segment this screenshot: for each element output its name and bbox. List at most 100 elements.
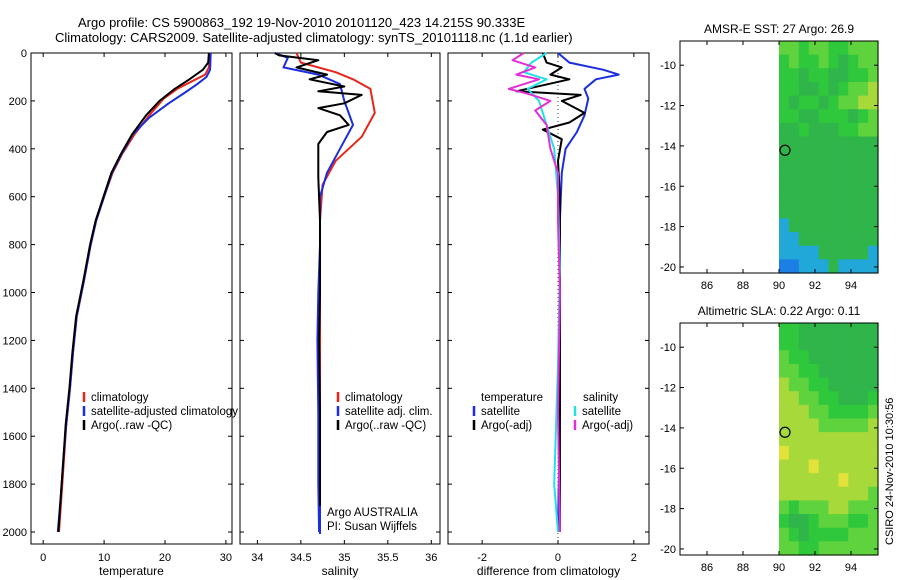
heatmap-cell	[828, 514, 839, 529]
heatmap-cell	[788, 177, 800, 192]
heatmap-cell	[828, 191, 839, 206]
heatmap-cell	[808, 150, 820, 165]
heatmap-cell	[808, 95, 820, 110]
heatmap-cell	[828, 245, 839, 260]
legend-sal-satellite: satellite	[582, 406, 621, 418]
heatmap-cell	[868, 136, 879, 151]
heatmap-cell	[828, 350, 839, 365]
plot-frame	[239, 52, 441, 545]
heatmap-cell	[828, 473, 839, 488]
heatmap-cell	[858, 541, 869, 556]
heatmap-cell	[798, 445, 810, 461]
heatmap-cell	[858, 177, 869, 192]
heatmap-cell	[818, 377, 830, 392]
heatmap-cell	[798, 350, 810, 365]
heatmap-cell	[788, 432, 800, 447]
heatmap-cell	[848, 150, 859, 165]
x-tick-label: 86	[701, 280, 713, 292]
heatmap-cell	[779, 218, 790, 233]
y-tick-label: 1800	[3, 479, 27, 491]
heatmap-cell	[788, 391, 800, 406]
heatmap-cell	[848, 95, 859, 110]
heatmap-cell	[808, 109, 820, 124]
heatmap-cell	[818, 232, 830, 247]
heatmap-cell	[858, 232, 869, 247]
heatmap-cell	[828, 41, 839, 56]
heatmap-cell	[818, 418, 830, 433]
heatmap-cell	[808, 323, 820, 338]
heatmap-cell	[848, 68, 859, 83]
heatmap-cell	[838, 527, 849, 542]
heatmap-cell	[808, 81, 820, 97]
heatmap-cell	[788, 41, 800, 56]
heatmap-cell	[808, 418, 820, 433]
heatmap-cell	[818, 259, 830, 274]
heatmap-cell	[779, 391, 790, 406]
heatmap-cell	[818, 109, 830, 124]
heatmap-cell	[808, 377, 820, 392]
heatmap-cell	[808, 54, 820, 69]
heatmap-cell	[818, 473, 830, 488]
heatmap-cell	[858, 204, 869, 220]
heatmap-cell	[838, 41, 849, 56]
heatmap-cell	[868, 486, 879, 502]
heatmap-cell	[838, 163, 849, 179]
heatmap-cell	[858, 514, 869, 529]
y-tick-label: -14	[660, 423, 676, 435]
heatmap-cell	[798, 245, 810, 260]
heatmap-cell	[868, 391, 879, 406]
heatmap-cell	[779, 163, 790, 179]
heatmap-cell	[818, 404, 830, 420]
heatmap-cell	[848, 323, 859, 338]
heatmap-cell	[808, 459, 820, 474]
heatmap-cell	[848, 486, 859, 502]
heatmap-cell	[808, 41, 820, 56]
heatmap-cell	[828, 204, 839, 220]
heatmap-cell	[868, 350, 879, 365]
heatmap-cell	[828, 177, 839, 192]
heatmap-cell	[858, 418, 869, 433]
heatmap-cell	[838, 191, 849, 206]
heatmap-cell	[798, 432, 810, 447]
x-tick-label: 88	[737, 562, 749, 574]
heatmap-cell	[868, 81, 879, 97]
heatmap-cell	[798, 527, 810, 542]
heatmap-cell	[868, 245, 879, 260]
heatmap-cell	[838, 218, 849, 233]
x-tick-label: 0	[40, 552, 46, 564]
heatmap-cell	[798, 68, 810, 83]
heatmap-cell	[868, 473, 879, 488]
heatmap-cell	[788, 350, 800, 365]
heatmap-cell	[788, 163, 800, 179]
heatmap-cell	[868, 232, 879, 247]
heatmap-cell	[848, 459, 859, 474]
heatmap-cell	[779, 259, 790, 274]
heatmap-cell	[828, 122, 839, 138]
heatmap-cell	[848, 191, 859, 206]
heatmap-cell	[868, 54, 879, 69]
x-tick-label: 10	[98, 552, 110, 564]
heatmap-cell	[788, 323, 800, 338]
heatmap-cell	[838, 418, 849, 433]
argo-location-marker	[779, 426, 791, 438]
heatmap-cell	[838, 95, 849, 110]
heatmap-cell	[818, 391, 830, 406]
heatmap-cell	[818, 527, 830, 542]
heatmap-cell	[818, 350, 830, 365]
heatmap-cell	[838, 122, 849, 138]
heatmap-cell	[798, 81, 810, 97]
heatmap-cell	[828, 391, 839, 406]
y-tick-label: -12	[660, 101, 676, 113]
heatmap-cell	[828, 68, 839, 83]
heatmap-cell	[868, 404, 879, 420]
heatmap-cell	[858, 136, 869, 151]
heatmap-cell	[808, 245, 820, 260]
heatmap-cell	[848, 218, 859, 233]
heatmap-cell	[828, 150, 839, 165]
heatmap-cell	[798, 218, 810, 233]
heatmap-cell	[808, 500, 820, 515]
heatmap-cell	[868, 541, 879, 556]
heatmap-cell	[828, 54, 839, 69]
heatmap-cell	[788, 486, 800, 502]
heatmap-cell	[779, 500, 790, 515]
